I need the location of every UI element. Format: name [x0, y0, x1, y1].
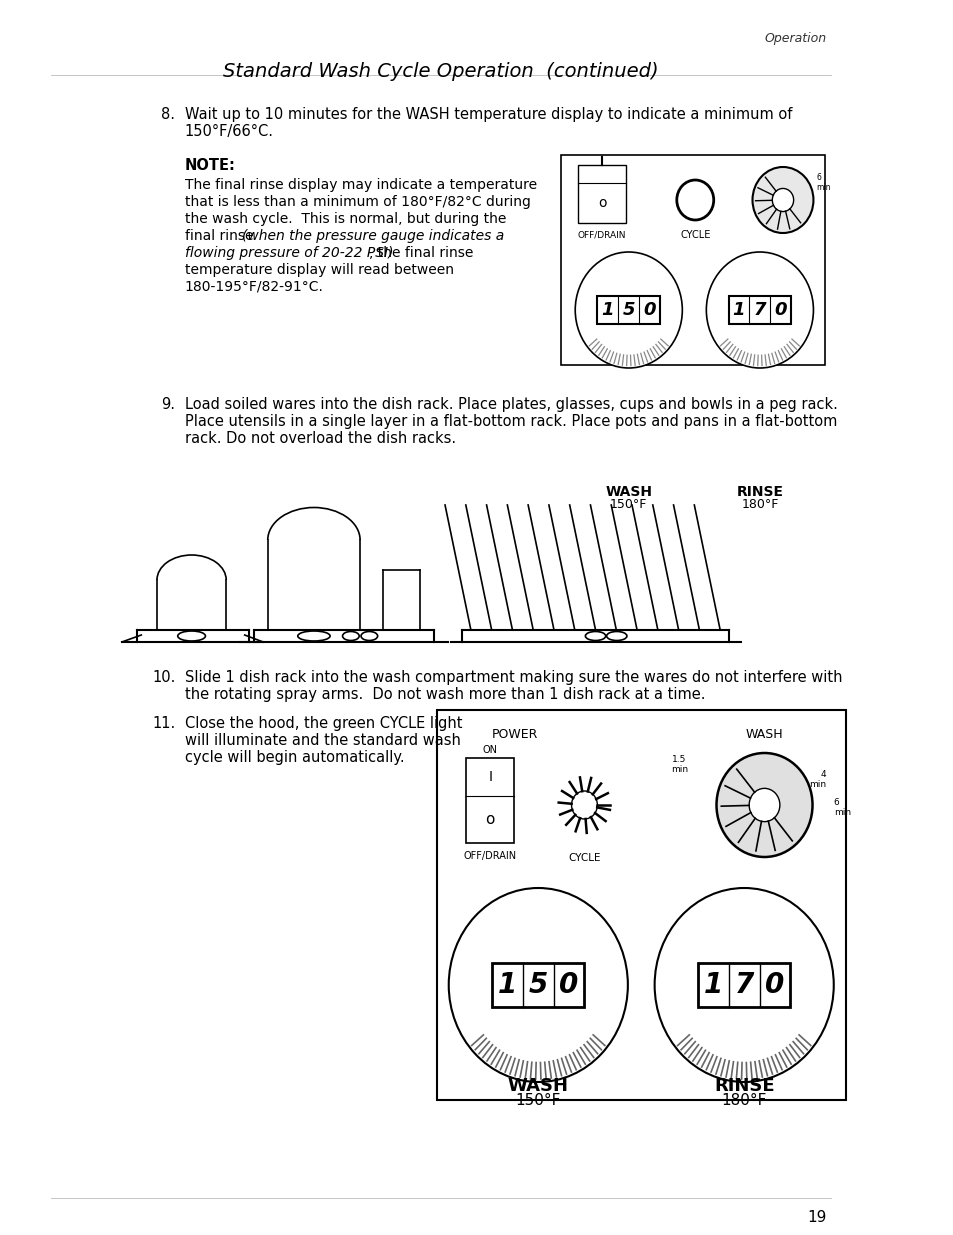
Text: 5: 5	[528, 971, 547, 999]
Bar	[728, 296, 790, 324]
Text: 180°F: 180°F	[740, 498, 778, 511]
Text: temperature display will read between: temperature display will read between	[185, 263, 454, 277]
Circle shape	[654, 888, 833, 1082]
Text: 7: 7	[753, 301, 765, 319]
Circle shape	[676, 180, 713, 220]
Text: 11.: 11.	[152, 716, 175, 731]
Text: , the final rinse: , the final rinse	[369, 246, 474, 261]
Text: 4
min: 4 min	[808, 769, 825, 789]
Text: will illuminate and the standard wash: will illuminate and the standard wash	[185, 734, 460, 748]
Text: 0: 0	[558, 971, 578, 999]
Text: 0: 0	[774, 301, 786, 319]
Text: Slide 1 dish rack into the wash compartment making sure the wares do not interfe: Slide 1 dish rack into the wash compartm…	[185, 671, 841, 685]
Text: WASH: WASH	[604, 485, 652, 499]
Text: 150°F: 150°F	[610, 498, 647, 511]
Text: final rinse: final rinse	[185, 228, 257, 243]
Text: WASH: WASH	[507, 1077, 568, 1095]
Text: 0: 0	[642, 301, 656, 319]
Text: The final rinse display may indicate a temperature: The final rinse display may indicate a t…	[185, 178, 537, 191]
Bar	[597, 296, 659, 324]
Text: cycle will begin automatically.: cycle will begin automatically.	[185, 750, 404, 764]
Text: CYCLE: CYCLE	[679, 230, 710, 240]
Bar	[560, 156, 823, 366]
Text: RINSE: RINSE	[713, 1077, 774, 1095]
Text: OFF/DRAIN: OFF/DRAIN	[463, 851, 517, 861]
Text: o: o	[598, 196, 605, 210]
Text: NOTE:: NOTE:	[185, 158, 235, 173]
Text: 10.: 10.	[152, 671, 175, 685]
Text: 180°F: 180°F	[720, 1093, 766, 1108]
Text: OFF/DRAIN: OFF/DRAIN	[578, 231, 625, 240]
Text: that is less than a minimum of 180°F/82°C during: that is less than a minimum of 180°F/82°…	[185, 195, 530, 209]
Text: the rotating spray arms.  Do not wash more than 1 dish rack at a time.: the rotating spray arms. Do not wash mor…	[185, 687, 704, 701]
Text: Wait up to 10 minutes for the WASH temperature display to indicate a minimum of: Wait up to 10 minutes for the WASH tempe…	[185, 107, 791, 122]
Bar	[698, 963, 789, 1007]
Text: I: I	[488, 769, 492, 784]
Circle shape	[448, 888, 627, 1082]
Text: rack. Do not overload the dish racks.: rack. Do not overload the dish racks.	[185, 431, 456, 446]
Text: Standard Wash Cycle Operation  (continued): Standard Wash Cycle Operation (continued…	[222, 62, 658, 82]
Text: flowing pressure of 20-22 PSI): flowing pressure of 20-22 PSI)	[185, 246, 393, 261]
Circle shape	[716, 753, 812, 857]
Text: 1.5
min: 1.5 min	[670, 755, 687, 774]
Text: RINSE: RINSE	[736, 485, 782, 499]
Text: Load soiled wares into the dish rack. Place plates, glasses, cups and bowls in a: Load soiled wares into the dish rack. Pl…	[185, 396, 837, 412]
Text: 19: 19	[806, 1210, 825, 1225]
Bar	[578, 165, 625, 224]
Text: 6
min: 6 min	[833, 798, 850, 818]
Circle shape	[772, 189, 793, 211]
Text: 8.: 8.	[161, 107, 175, 122]
Text: Place utensils in a single layer in a flat-bottom rack. Place pots and pans in a: Place utensils in a single layer in a fl…	[185, 414, 836, 429]
Text: 9.: 9.	[161, 396, 175, 412]
Text: 5: 5	[622, 301, 635, 319]
Text: o: o	[485, 813, 495, 827]
Text: 150°F/66°C.: 150°F/66°C.	[185, 124, 274, 140]
Circle shape	[752, 167, 813, 233]
Text: CYCLE: CYCLE	[568, 853, 600, 863]
Text: 180-195°F/82-91°C.: 180-195°F/82-91°C.	[185, 280, 323, 294]
Bar	[436, 710, 845, 1100]
Circle shape	[571, 790, 597, 819]
Text: the wash cycle.  This is normal, but during the: the wash cycle. This is normal, but duri…	[185, 212, 505, 226]
Text: 150°F: 150°F	[515, 1093, 560, 1108]
Text: WASH: WASH	[745, 727, 782, 741]
Text: Operation: Operation	[763, 32, 825, 44]
Bar	[466, 758, 514, 844]
Text: 7: 7	[734, 971, 753, 999]
Text: 1: 1	[732, 301, 744, 319]
Circle shape	[705, 252, 813, 368]
Circle shape	[575, 252, 681, 368]
Text: ON: ON	[482, 745, 497, 755]
Text: 0: 0	[764, 971, 783, 999]
Text: 6
min: 6 min	[816, 173, 830, 193]
Circle shape	[748, 788, 779, 821]
Text: POWER: POWER	[492, 727, 537, 741]
Bar	[492, 963, 584, 1007]
Text: (when the pressure gauge indicates a: (when the pressure gauge indicates a	[242, 228, 503, 243]
Text: 1: 1	[703, 971, 722, 999]
Text: 1: 1	[497, 971, 517, 999]
Text: 1: 1	[601, 301, 614, 319]
Text: Close the hood, the green CYCLE light: Close the hood, the green CYCLE light	[185, 716, 461, 731]
